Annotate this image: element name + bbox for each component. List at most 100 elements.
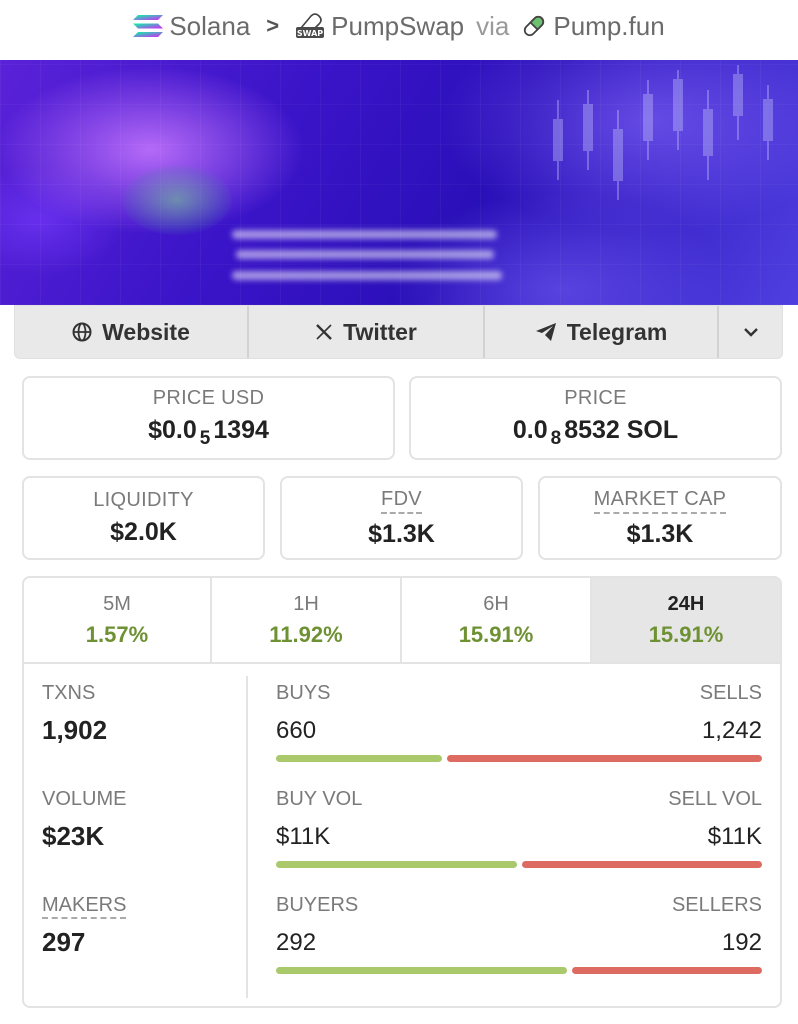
fdv-card[interactable]: FDV $1.3K [280, 476, 523, 560]
timeframe-tabs: 5M 1.57% 1H 11.92% 6H 15.91% 24H 15.91% [24, 578, 780, 664]
breadcrumb-chain[interactable]: Solana [133, 11, 250, 42]
dex-name: PumpSwap [331, 10, 465, 41]
price-native-label: PRICE [564, 386, 627, 409]
market-cap-value: $1.3K [626, 519, 694, 548]
banner-blurred-text [232, 230, 497, 239]
solana-icon [133, 15, 164, 37]
makers-label[interactable]: MAKERS [42, 894, 127, 919]
volume-value: $23K [42, 821, 105, 851]
tab-24h[interactable]: 24H 15.91% [592, 578, 780, 662]
trade-metrics: TXNS 1,902 VOLUME $23K MAKERS 297 BUYS SE… [24, 666, 780, 1006]
x-icon [316, 324, 333, 340]
chevron-down-icon [743, 328, 758, 337]
tab-change: 15.91% [458, 621, 534, 647]
price-native-zero-count: 8 [550, 427, 562, 449]
tab-label: 24H [667, 592, 705, 615]
telegram-label: Telegram [566, 318, 668, 345]
summary-column [24, 676, 248, 998]
price-native-value: 0.0 8 8532 SOL [513, 416, 678, 450]
website-button[interactable]: Website [15, 306, 249, 358]
price-usd-card: PRICE USD $0.0 5 1394 [22, 376, 395, 460]
buyers-bar-fill [276, 967, 567, 974]
globe-icon [72, 322, 92, 342]
banner-blurred-text [232, 271, 502, 280]
banner-candles-graphic [553, 65, 773, 200]
sell-vol-label: SELL VOL [668, 788, 762, 810]
tab-label: 5M [103, 592, 131, 615]
buyers-label: BUYERS [276, 894, 359, 916]
breadcrumb-dex[interactable]: SWAP PumpSwap [295, 11, 464, 42]
buys-value: 660 [276, 717, 317, 744]
breadcrumb: Solana > SWAP PumpSwap via Pump.fun [0, 0, 798, 52]
buy-vol-value: $11K [276, 823, 331, 850]
liquidity-label: LIQUIDITY [93, 489, 194, 511]
price-native-prefix: 0.0 [512, 415, 548, 444]
makers-value: 297 [42, 927, 86, 957]
tab-label: 1H [293, 592, 319, 615]
sells-bar-fill [447, 755, 762, 762]
price-usd-prefix: $0.0 [148, 415, 197, 444]
buyers-value: 292 [276, 929, 317, 956]
price-usd-digits: 1394 [213, 415, 269, 444]
breadcrumb-via: via [476, 10, 510, 41]
txns-block: TXNS 1,902 [42, 682, 107, 746]
tab-1h[interactable]: 1H 11.92% [212, 578, 402, 662]
banner-glow [122, 165, 232, 235]
twitter-button[interactable]: Twitter [249, 306, 485, 358]
pumpswap-icon-text: SWAP [297, 29, 323, 38]
sells-label: SELLS [699, 682, 762, 704]
liquidity-card: LIQUIDITY $2.0K [22, 476, 265, 560]
buy-vol-label: BUY VOL [276, 788, 363, 810]
telegram-button[interactable]: Telegram [485, 306, 719, 358]
fdv-value: $1.3K [368, 519, 435, 548]
timeframe-stats-panel: 5M 1.57% 1H 11.92% 6H 15.91% 24H 15.91% … [22, 576, 782, 1008]
buyvol-sellvol-row: BUY VOL SELL VOL $11K $11K [276, 788, 762, 868]
sellers-label: SELLERS [671, 894, 762, 916]
price-usd-label: PRICE USD [152, 386, 265, 409]
sellers-bar-fill [571, 967, 762, 974]
price-native-card: PRICE 0.0 8 8532 SOL [409, 376, 782, 460]
breadcrumb-separator: > [266, 13, 280, 38]
telegram-icon [535, 323, 556, 341]
chain-name: Solana [169, 10, 251, 41]
txns-value: 1,902 [42, 715, 108, 745]
liquidity-value: $2.0K [110, 518, 177, 546]
price-native-digits: 8532 SOL [564, 415, 679, 444]
buys-label: BUYS [276, 682, 331, 704]
buys-bar-fill [276, 755, 443, 762]
buyers-sellers-bar [276, 967, 762, 974]
launchpad-name: Pump.fun [553, 10, 665, 41]
pill-icon [524, 15, 545, 37]
sell-vol-bar-fill [521, 861, 762, 868]
volume-label: VOLUME [42, 788, 127, 810]
banner-blurred-text [236, 250, 494, 259]
price-usd-value: $0.0 5 1394 [148, 416, 269, 450]
twitter-label: Twitter [343, 318, 417, 345]
sell-vol-value: $11K [707, 823, 762, 850]
tab-5m[interactable]: 5M 1.57% [24, 578, 212, 662]
buys-sells-row: BUYS SELLS 660 1,242 [276, 682, 762, 762]
breadcrumb-launchpad[interactable]: Pump.fun [521, 10, 665, 42]
buyers-sellers-row: BUYERS SELLERS 292 192 [276, 894, 762, 974]
volume-block: VOLUME $23K [42, 788, 126, 852]
market-cap-label[interactable]: MARKET CAP [593, 488, 727, 514]
buyvol-sellvol-bar [276, 861, 762, 868]
price-usd-zero-count: 5 [199, 427, 211, 449]
buys-sells-bar [276, 755, 762, 762]
tab-change: 1.57% [85, 621, 149, 647]
market-cap-card[interactable]: MARKET CAP $1.3K [538, 476, 782, 560]
tab-change: 11.92% [269, 621, 343, 647]
pumpswap-icon: SWAP [296, 13, 325, 38]
social-links-bar: Website Twitter Telegram [14, 305, 783, 359]
tab-change: 15.91% [648, 621, 724, 647]
token-banner-image [0, 60, 798, 305]
makers-block[interactable]: MAKERS 297 [42, 894, 127, 958]
buy-vol-bar-fill [276, 861, 517, 868]
fdv-label[interactable]: FDV [381, 488, 422, 514]
txns-label: TXNS [42, 682, 96, 704]
tab-6h[interactable]: 6H 15.91% [402, 578, 592, 662]
more-links-button[interactable] [719, 306, 782, 358]
sellers-value: 192 [721, 929, 762, 956]
sells-value: 1,242 [701, 717, 762, 744]
website-label: Website [102, 318, 190, 345]
